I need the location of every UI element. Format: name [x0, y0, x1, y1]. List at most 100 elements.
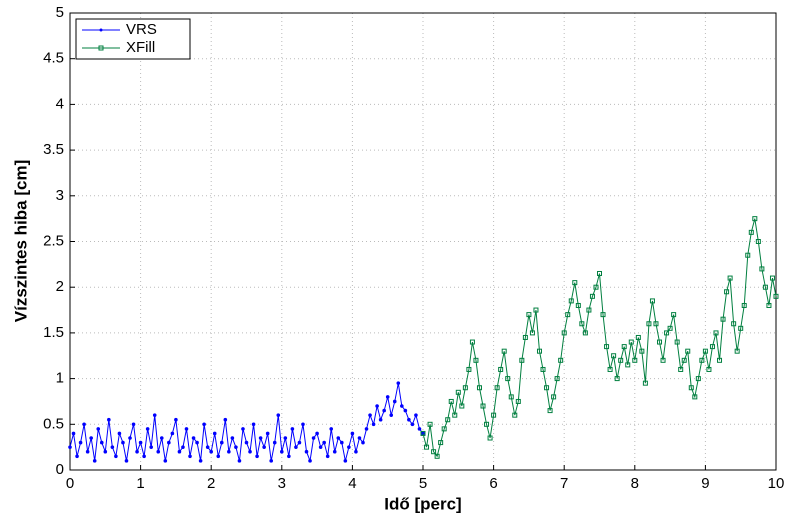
point: [248, 449, 252, 454]
point: [131, 422, 136, 427]
point: [258, 436, 263, 440]
point: [688, 385, 694, 391]
point: [396, 381, 401, 385]
x-tick-label: 6: [489, 475, 497, 492]
point: [434, 453, 440, 459]
point: [290, 427, 295, 431]
x-tick-label: 4: [348, 475, 356, 492]
y-tick-label: 0.5: [43, 415, 64, 432]
point: [702, 348, 708, 354]
point: [745, 252, 751, 258]
point: [734, 348, 740, 354]
x-axis-label: Idő [perc]: [384, 494, 461, 513]
x-tick-label: 2: [207, 475, 215, 492]
point: [304, 449, 309, 454]
point: [755, 239, 761, 244]
point: [68, 445, 72, 449]
point: [350, 431, 355, 436]
point: [653, 321, 659, 327]
point: [287, 454, 291, 459]
point: [642, 380, 648, 386]
point: [385, 395, 390, 399]
point: [128, 436, 132, 440]
y-tick-label: 1: [56, 370, 64, 387]
point: [462, 385, 468, 391]
y-tick-label: 2: [56, 278, 64, 295]
point: [448, 398, 454, 404]
point: [649, 298, 655, 304]
point: [424, 444, 430, 450]
point: [551, 394, 557, 400]
point: [455, 389, 461, 395]
point: [600, 312, 606, 318]
point: [294, 445, 298, 449]
point: [212, 431, 217, 436]
x-tick-label: 9: [701, 475, 709, 492]
point: [329, 427, 334, 431]
point: [646, 321, 652, 327]
point: [582, 330, 588, 336]
point: [565, 312, 571, 318]
legend-marker: [99, 28, 103, 32]
point: [674, 339, 680, 345]
point: [322, 440, 326, 445]
point: [375, 404, 379, 408]
point: [699, 357, 705, 363]
point: [262, 445, 266, 449]
point: [625, 362, 631, 368]
point: [604, 344, 610, 350]
point: [466, 366, 472, 372]
point: [498, 366, 504, 372]
point: [191, 436, 196, 440]
y-tick-label: 0: [56, 461, 64, 478]
point: [414, 413, 418, 417]
point: [315, 431, 319, 436]
point: [593, 284, 599, 290]
x-tick-label: 8: [631, 475, 639, 492]
point: [216, 454, 221, 459]
point: [762, 284, 768, 290]
point: [476, 385, 482, 391]
point: [308, 459, 312, 463]
point: [117, 431, 122, 436]
point: [89, 436, 93, 440]
point: [170, 431, 175, 436]
point: [107, 417, 111, 422]
point: [628, 339, 634, 345]
point: [177, 449, 182, 454]
point: [181, 445, 185, 449]
point: [484, 421, 490, 427]
point: [96, 427, 101, 431]
point: [135, 449, 139, 454]
x-tick-label: 1: [136, 475, 144, 492]
point: [138, 440, 143, 445]
point: [311, 436, 316, 440]
point: [92, 459, 97, 463]
point: [540, 366, 546, 372]
point: [635, 334, 641, 340]
point: [417, 427, 422, 431]
point: [71, 431, 76, 436]
y-tick-label: 4.5: [43, 50, 64, 67]
point: [558, 357, 564, 363]
point: [269, 459, 274, 463]
point: [515, 398, 521, 404]
point: [667, 325, 673, 331]
point: [695, 376, 701, 382]
point: [163, 459, 168, 463]
point: [759, 266, 765, 272]
point: [255, 454, 259, 459]
point: [657, 339, 663, 345]
plot-frame: [69, 12, 777, 471]
point: [727, 275, 733, 281]
point: [347, 445, 351, 449]
point: [614, 376, 620, 382]
point: [174, 417, 178, 422]
point: [572, 280, 578, 286]
point: [544, 385, 550, 391]
point: [283, 436, 288, 440]
point: [526, 312, 532, 318]
point: [713, 330, 719, 336]
point: [508, 394, 514, 400]
point: [491, 412, 497, 418]
